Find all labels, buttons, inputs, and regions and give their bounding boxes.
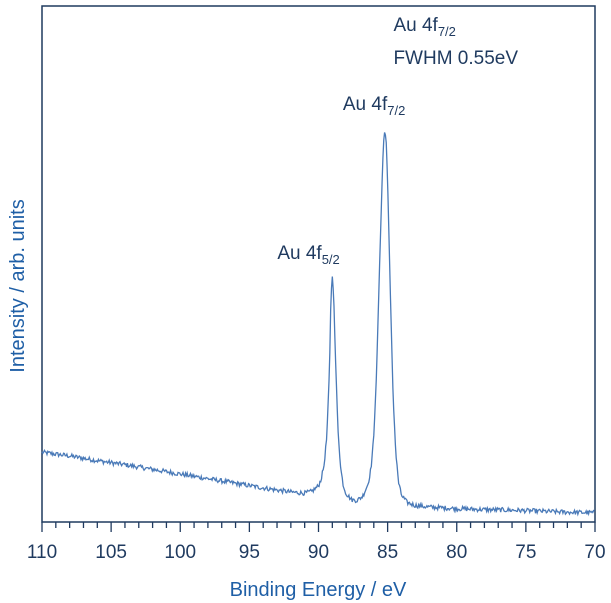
x-tick-label: 80: [446, 542, 467, 563]
y-axis-title: Intensity / arb. units: [7, 199, 29, 372]
x-axis-tick-labels: 110 105 100 95 90 85 80 75 70: [27, 542, 606, 563]
peak-label-4f72: Au 4f7/2: [343, 94, 405, 118]
fwhm-label-value: FWHM 0.55eV: [393, 48, 518, 69]
peak-annotations: Au 4f7/2 Au 4f5/2 Au 4f7/2 FWHM 0.55eV: [277, 15, 518, 267]
x-tick-label: 90: [308, 542, 329, 563]
x-tick-label: 70: [584, 542, 605, 563]
x-tick-label: 100: [164, 542, 196, 563]
plot-frame: [41, 5, 596, 523]
x-tick-label: 85: [377, 542, 398, 563]
spectrum-line: [41, 132, 595, 517]
x-axis-ticks: [41, 522, 596, 532]
x-axis-title: Binding Energy / eV: [230, 579, 407, 601]
x-tick-label: 105: [95, 542, 127, 563]
fwhm-label-title: Au 4f7/2: [393, 15, 455, 39]
x-tick-label: 110: [27, 542, 57, 563]
x-tick-label: 75: [515, 542, 536, 563]
peak-label-4f52: Au 4f5/2: [277, 243, 339, 267]
x-tick-label: 95: [239, 542, 260, 563]
